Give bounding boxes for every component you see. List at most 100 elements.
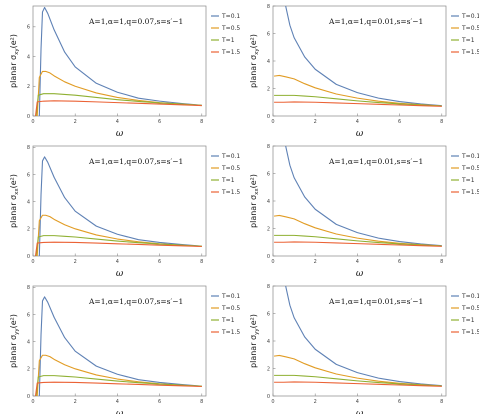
x-tick-label: 8 — [200, 399, 203, 405]
y-axis-label-subscript: xy — [14, 48, 20, 55]
x-tick-label: 4 — [356, 119, 359, 125]
y-axis-label-main: planar σ — [9, 195, 18, 228]
x-axis-label: ω — [356, 269, 364, 279]
parameter-annotation: A=1,α=1,q=0.01,s=s′−1 — [328, 297, 423, 306]
series-line — [274, 374, 442, 387]
x-axis-label: ω — [356, 409, 364, 414]
y-tick-label: 2 — [267, 366, 270, 372]
y-axis-label: planar σxx(e²) — [9, 174, 20, 228]
y-tick-label: 2 — [27, 84, 30, 90]
y-axis-label-unit: (e²) — [9, 314, 18, 328]
y-tick-label: 4 — [267, 59, 270, 65]
y-axis-label-main: planar σ — [9, 335, 18, 368]
y-axis-label-subscript: xx — [14, 188, 20, 195]
parameter-annotation: A=1,α=1,q=0.07,s=s′−1 — [88, 17, 183, 26]
y-axis-label: planar σxx(e²) — [249, 174, 260, 228]
y-tick-label: 2 — [267, 86, 270, 92]
series-line — [274, 241, 442, 247]
y-tick-label: 6 — [267, 171, 270, 177]
x-tick-label: 6 — [398, 399, 401, 405]
plot-frame — [32, 285, 207, 397]
y-axis-label-unit: (e²) — [9, 34, 18, 48]
series-line — [274, 234, 442, 247]
x-tick-label: 6 — [158, 119, 161, 125]
y-axis-label-subscript: yy — [254, 328, 260, 335]
y-axis-label-subscript: yy — [14, 328, 20, 335]
x-tick-label: 8 — [440, 259, 443, 265]
y-tick-label: 4 — [27, 339, 30, 345]
series-line — [285, 146, 442, 247]
x-tick-label: 8 — [440, 119, 443, 125]
y-tick-label: 0 — [27, 114, 30, 120]
legend-label: T=1.5 — [221, 329, 240, 336]
y-axis-label-main: planar σ — [9, 55, 18, 88]
y-tick-label: 6 — [267, 311, 270, 317]
y-axis-label-main: planar σ — [249, 55, 258, 88]
x-axis-label: ω — [116, 129, 124, 139]
series-line — [34, 100, 202, 116]
parameter-annotation: A=1,α=1,q=0.07,s=s′−1 — [88, 297, 183, 306]
x-tick-label: 4 — [116, 119, 119, 125]
legend-label: T=0.1 — [461, 293, 479, 300]
y-tick-label: 6 — [27, 25, 30, 31]
chart-panel: 0 2 4 6 8 0 2 4 6 8 A=1,α=1,q=0.01,s=s′−1 T=0.1 T=0.… — [249, 284, 479, 418]
legend-label: T=1.5 — [461, 49, 479, 56]
x-tick-label: 6 — [398, 259, 401, 265]
series-line — [38, 156, 202, 256]
x-tick-label: 6 — [158, 399, 161, 405]
x-tick-label: 2 — [314, 399, 317, 405]
x-tick-label: 8 — [440, 399, 443, 405]
chart-panel: 0 2 4 6 8 0 2 4 6 8 A=1,α=1,q=0.01,s=s′−1 T=0.1 T=0.… — [249, 4, 479, 139]
x-tick-label: 2 — [74, 119, 77, 125]
parameter-annotation: A=1,α=1,q=0.01,s=s′−1 — [328, 17, 423, 26]
y-tick-label: 0 — [27, 394, 30, 400]
y-tick-label: 0 — [267, 114, 270, 120]
x-tick-label: 6 — [398, 119, 401, 125]
x-tick-label: 0 — [31, 119, 34, 125]
legend-label: T=0.1 — [461, 13, 479, 20]
y-tick-label: 8 — [27, 145, 30, 151]
y-tick-label: 6 — [27, 172, 30, 178]
series-line — [34, 241, 202, 256]
legend-label: T=0.5 — [461, 305, 479, 312]
legend-label: T=0.1 — [221, 13, 240, 20]
legend-label: T=0.5 — [221, 165, 240, 172]
legend-label: T=0.5 — [221, 25, 240, 32]
y-axis-label: planar σxy(e²) — [249, 34, 260, 88]
x-tick-label: 2 — [314, 119, 317, 125]
x-tick-label: 0 — [31, 259, 34, 265]
y-axis-label-subscript: xx — [254, 188, 260, 195]
legend-label: T=1.5 — [221, 189, 240, 196]
y-tick-label: 6 — [267, 31, 270, 37]
y-tick-label: 8 — [267, 4, 270, 10]
chart-panel: 0 2 4 6 8 0 2 4 6 8 A=1,α=1,q=0.07,s=s′−1 T=0.1 T=0.… — [9, 145, 240, 279]
x-tick-label: 0 — [271, 399, 274, 405]
y-tick-label: 6 — [27, 312, 30, 318]
series-line — [35, 93, 202, 116]
y-axis-label-unit: (e²) — [249, 174, 258, 188]
y-tick-label: 2 — [27, 227, 30, 233]
legend-label: T=1 — [221, 37, 235, 44]
y-axis-label-main: planar σ — [249, 335, 258, 368]
legend-label: T=0.5 — [221, 305, 240, 312]
series-line — [285, 286, 442, 387]
x-tick-label: 4 — [356, 399, 359, 405]
y-tick-label: 8 — [267, 144, 270, 150]
series-line — [274, 381, 442, 387]
series-line — [285, 6, 442, 107]
x-axis-label: ω — [116, 269, 124, 279]
y-tick-label: 8 — [267, 284, 270, 290]
y-tick-label: 4 — [27, 54, 30, 60]
x-tick-label: 4 — [116, 399, 119, 405]
y-axis-label: planar σyy(e²) — [249, 314, 260, 368]
x-tick-label: 4 — [116, 259, 119, 265]
x-tick-label: 8 — [200, 119, 203, 125]
legend-label: T=1 — [221, 177, 235, 184]
legend-label: T=1.5 — [221, 49, 240, 56]
x-tick-label: 2 — [314, 259, 317, 265]
x-tick-label: 0 — [271, 259, 274, 265]
x-tick-label: 0 — [271, 119, 274, 125]
x-tick-label: 2 — [74, 259, 77, 265]
plot-frame — [32, 5, 207, 117]
